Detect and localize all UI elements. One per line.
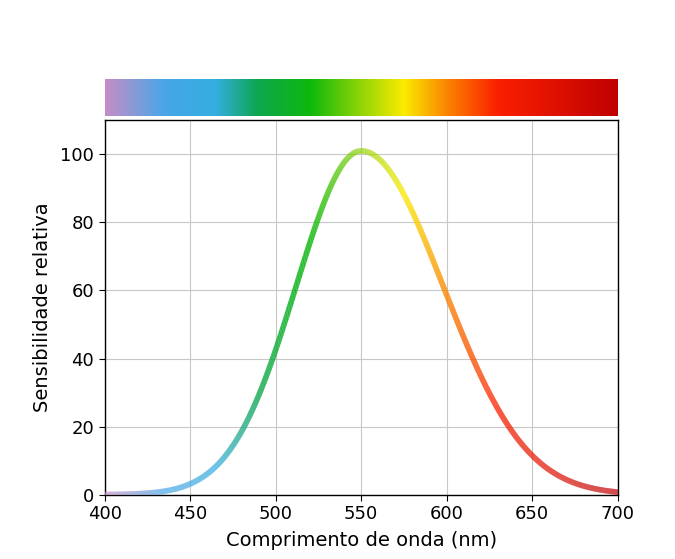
Y-axis label: Sensibilidade relativa: Sensibilidade relativa <box>33 203 52 413</box>
X-axis label: Comprimento de onda (nm): Comprimento de onda (nm) <box>225 532 497 551</box>
